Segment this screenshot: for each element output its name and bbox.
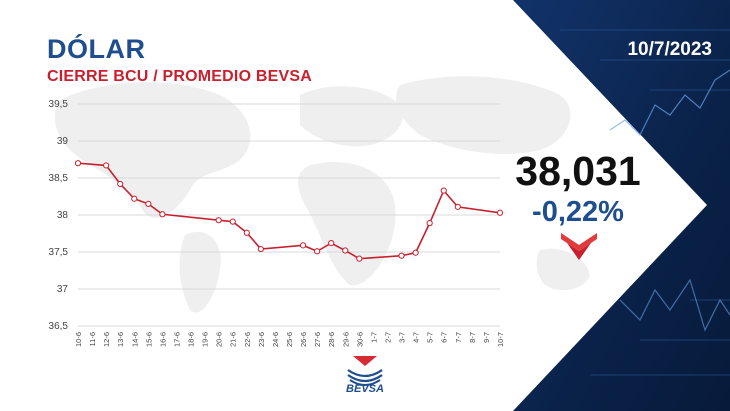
y-tick-label: 36,5	[49, 321, 69, 332]
data-point	[117, 180, 124, 188]
x-tick-label: 16-6	[158, 332, 167, 347]
x-tick-label: 17-6	[172, 332, 181, 347]
data-point	[356, 255, 363, 262]
x-tick-label: 29-6	[341, 332, 350, 347]
data-point	[440, 187, 447, 194]
x-tick-label: 13-6	[116, 332, 125, 347]
data-point	[103, 162, 110, 169]
x-tick-label: 20-6	[215, 332, 224, 347]
x-tick-label: 30-6	[355, 332, 364, 347]
bevsa-logo-text: BEVSA	[346, 383, 384, 395]
bevsa-logo-icon	[347, 356, 383, 386]
panel-market-line	[609, 69, 730, 137]
x-tick-label: 12-6	[102, 332, 111, 347]
data-point	[229, 218, 236, 225]
data-point	[398, 252, 405, 259]
x-tick-label: 10-7	[496, 332, 505, 347]
y-tick-label: 37	[57, 284, 69, 295]
data-point	[314, 248, 321, 255]
data-point	[159, 211, 166, 218]
date-label: 10/7/2023	[627, 39, 712, 60]
data-point	[299, 242, 307, 249]
data-point	[412, 249, 419, 256]
data-point	[215, 217, 222, 224]
x-tick-label: 27-6	[313, 332, 322, 347]
data-point	[243, 229, 250, 236]
x-tick-label: 22-6	[243, 332, 252, 347]
x-tick-label: 6-7	[440, 332, 449, 343]
x-tick-label: 4-7	[412, 332, 421, 343]
x-tick-label: 8-7	[468, 332, 477, 343]
current-price: 38,031	[515, 148, 641, 194]
data-point	[131, 195, 138, 202]
page-title: DÓLAR	[47, 34, 146, 64]
down-arrow-icon	[561, 233, 597, 260]
x-tick-label: 28-6	[327, 332, 336, 347]
x-tick-label: 14-6	[130, 332, 139, 347]
world-map-background	[54, 76, 590, 313]
panel-texture	[560, 29, 730, 376]
data-point	[496, 209, 504, 216]
x-tick-label: 9-7	[482, 332, 491, 343]
x-tick-label: 26-6	[299, 332, 308, 347]
x-tick-label: 24-6	[271, 332, 280, 347]
percent-change: -0,22%	[532, 196, 624, 228]
data-point	[342, 247, 349, 254]
x-tick-label: 21-6	[229, 332, 238, 347]
data-point	[145, 200, 152, 207]
panel-market-line-lower	[619, 278, 730, 332]
data-point	[74, 160, 82, 167]
y-tick-label: 39	[57, 136, 69, 147]
page-subtitle: CIERRE BCU / PROMEDIO BEVSA	[47, 68, 312, 85]
y-tick-label: 37,5	[49, 247, 69, 258]
x-tick-label: 5-7	[426, 332, 435, 343]
y-tick-label: 39,5	[49, 99, 69, 110]
data-point	[454, 203, 461, 210]
y-tick-label: 38,5	[49, 173, 69, 184]
data-point	[257, 245, 264, 253]
x-tick-label: 1-7	[369, 332, 378, 343]
x-tick-label: 10-6	[74, 332, 83, 347]
x-tick-label: 15-6	[144, 332, 153, 347]
x-tick-label: 7-7	[454, 332, 463, 343]
data-point	[426, 220, 433, 227]
dark-panel	[513, 0, 730, 411]
x-tick-label: 19-6	[201, 332, 210, 347]
y-tick-label: 38	[57, 210, 69, 221]
data-point	[328, 240, 335, 247]
x-tick-label: 3-7	[398, 332, 407, 343]
x-tick-label: 25-6	[285, 332, 294, 347]
x-tick-label: 11-6	[88, 332, 97, 346]
x-tick-label: 2-7	[383, 332, 392, 343]
x-tick-label: 18-6	[187, 332, 196, 347]
x-tick-label: 23-6	[257, 332, 266, 347]
